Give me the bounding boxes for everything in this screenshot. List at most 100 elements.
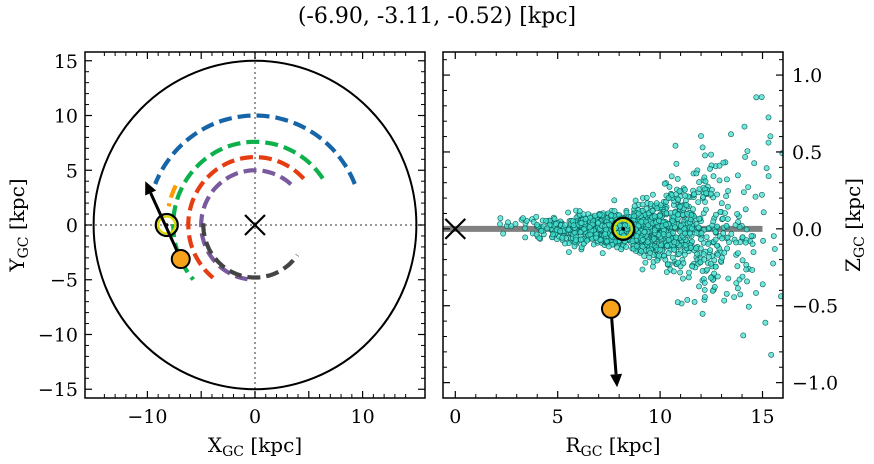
star-point: [701, 256, 707, 263]
star-point: [674, 175, 681, 182]
star-point: [647, 250, 653, 256]
star-point: [576, 208, 583, 215]
x-tick-label: 10: [648, 406, 672, 428]
star-point: [760, 209, 767, 216]
galaxy-boundary-circle: [92, 59, 418, 391]
star-point: [745, 303, 752, 310]
object-marker: [170, 249, 191, 270]
star-point: [538, 227, 545, 234]
left-axis-ticks: [85, 52, 425, 398]
star-point: [731, 294, 737, 300]
star-point: [684, 210, 690, 217]
star-point: [765, 139, 772, 146]
star-point: [718, 200, 725, 207]
star-point: [605, 243, 612, 250]
star-point: [639, 207, 646, 214]
y-tick-label: 15: [54, 51, 78, 73]
star-point: [760, 237, 766, 244]
star-point: [639, 201, 646, 208]
star-point: [749, 267, 756, 273]
star-point: [735, 172, 741, 179]
star-point: [675, 211, 681, 218]
x-tick-label: 0: [449, 406, 461, 428]
star-point: [723, 193, 729, 200]
left-tick-labels: −10 0 10 −15 −10 −5 0 5 10 15: [38, 51, 375, 428]
star-point: [695, 199, 702, 205]
velocity-arrow: [145, 181, 183, 260]
y-tick-label: −0.5: [792, 296, 838, 318]
star-point: [741, 123, 748, 130]
star-point: [680, 275, 686, 282]
star-point: [734, 210, 740, 217]
star-point: [651, 227, 658, 234]
star-point: [641, 229, 648, 235]
star-point: [559, 234, 566, 241]
sun-dot: [621, 227, 626, 231]
star-point: [671, 239, 678, 245]
star-point: [759, 281, 766, 288]
star-point: [565, 209, 571, 216]
star-point: [577, 229, 584, 236]
x-tick-label: 5: [552, 406, 564, 428]
star-point: [631, 203, 638, 210]
star-point: [666, 183, 673, 190]
star-point: [778, 293, 783, 300]
star-point: [719, 254, 725, 261]
star-point: [702, 178, 709, 185]
star-point: [768, 351, 775, 358]
star-point: [651, 213, 658, 220]
star-point: [573, 237, 579, 243]
star-point: [606, 221, 612, 228]
star-point: [708, 151, 714, 158]
star-point: [497, 221, 503, 227]
star-point: [697, 245, 704, 252]
star-point: [696, 283, 702, 290]
star-point: [638, 248, 644, 255]
star-point: [623, 209, 630, 216]
star-point: [682, 186, 688, 193]
star-point: [497, 215, 504, 222]
y-tick-label: 1.0: [792, 65, 822, 87]
star-point: [676, 250, 682, 257]
star-point: [642, 259, 649, 266]
star-point: [749, 241, 756, 247]
spiral-arm-1: [171, 139, 325, 281]
star-point: [633, 243, 640, 250]
x-tick-label: −10: [127, 406, 167, 428]
y-tick-label: 0.0: [792, 219, 822, 241]
arrow-shaft: [609, 308, 618, 375]
star-point: [650, 191, 656, 198]
x-tick-label: 15: [750, 406, 774, 428]
star-point: [629, 238, 636, 245]
star-point: [710, 218, 717, 225]
star-point: [735, 285, 741, 292]
star-point: [724, 216, 731, 222]
right-axis-ticks: [443, 52, 783, 398]
star-point: [714, 191, 720, 198]
star-point: [770, 260, 776, 267]
star-point: [716, 162, 723, 169]
star-point: [759, 191, 765, 198]
star-point: [748, 232, 755, 239]
star-point: [771, 246, 778, 252]
y-tick-label: −5: [50, 270, 78, 292]
star-point: [767, 133, 774, 140]
star-point: [750, 249, 757, 256]
left-y-axis-label: YGC [kpc]: [5, 178, 32, 272]
spiral-arm-4: [199, 168, 293, 282]
star-point: [643, 194, 650, 201]
star-point: [765, 173, 772, 180]
star-point: [681, 251, 688, 258]
star-point: [734, 263, 741, 270]
rz-plane-panel: 0 5 10 15 −1.0 −0.5 0.0 0.5 1.0 RGC [kpc] ZGC [k…: [442, 51, 868, 460]
star-point: [711, 283, 718, 290]
left-x-axis-label: XGC [kpc]: [208, 433, 302, 460]
right-axes-frame: [442, 51, 784, 399]
star-point: [632, 197, 639, 204]
star-point: [719, 215, 726, 222]
star-point: [701, 279, 708, 286]
star-point: [596, 211, 603, 218]
star-point: [533, 213, 540, 220]
star-point: [508, 223, 515, 230]
star-point: [762, 319, 769, 326]
